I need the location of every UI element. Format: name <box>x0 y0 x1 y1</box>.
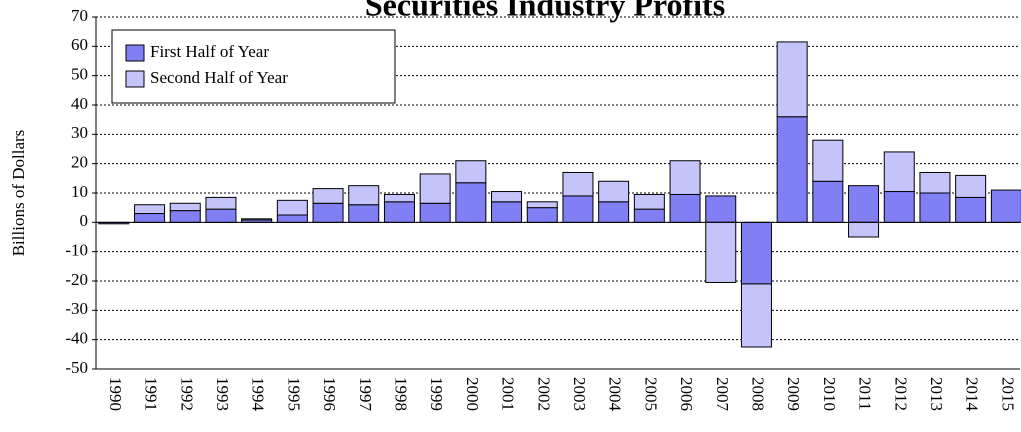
bar <box>955 196 987 223</box>
x-tick-label: 2010 <box>820 377 839 411</box>
x-tick-label: 2013 <box>927 377 946 411</box>
x-tick-label: 2000 <box>463 377 482 411</box>
x-tick-label: 2005 <box>641 377 660 411</box>
bar <box>740 283 772 348</box>
bar <box>455 160 487 184</box>
y-tick-label: -30 <box>65 299 88 318</box>
y-tick-label: -40 <box>65 329 88 348</box>
bar <box>705 195 737 223</box>
legend-swatch <box>125 70 145 88</box>
y-tick-label: -20 <box>65 270 88 289</box>
bar <box>526 207 558 223</box>
y-axis-label: Billions of Dollars <box>9 130 28 257</box>
x-tick-label: 2008 <box>749 377 768 411</box>
bar <box>455 182 487 223</box>
x-tick-label: 1994 <box>249 377 268 412</box>
bar <box>562 171 594 197</box>
bar <box>848 185 880 223</box>
y-tick-label: 30 <box>71 123 88 142</box>
bar <box>526 201 558 209</box>
bar <box>312 202 344 223</box>
y-tick-label: 10 <box>71 182 88 201</box>
x-tick-label: 1997 <box>356 377 375 412</box>
bar <box>491 201 523 223</box>
bar <box>419 202 451 223</box>
x-tick-label: 2015 <box>998 377 1017 411</box>
legend-box <box>111 29 396 104</box>
y-tick-label: -50 <box>65 358 88 377</box>
bar <box>241 218 273 221</box>
bar <box>276 199 308 216</box>
x-tick-label: 2001 <box>499 377 518 411</box>
bar <box>205 196 237 210</box>
bar <box>169 202 201 212</box>
bar <box>134 213 166 223</box>
bar <box>705 221 737 283</box>
x-tick-label: 1990 <box>106 377 125 411</box>
bar <box>955 174 987 198</box>
chart-title: Securities Industry Profits <box>365 0 725 22</box>
x-tick-label: 1999 <box>427 377 446 411</box>
legend-label: First Half of Year <box>150 42 269 61</box>
x-tick-label: 1993 <box>213 377 232 411</box>
bar <box>348 204 380 223</box>
bar <box>562 195 594 223</box>
bar <box>883 151 915 193</box>
bar <box>919 171 951 194</box>
x-tick-label: 2006 <box>677 377 696 411</box>
legend-label: Second Half of Year <box>150 68 288 87</box>
bar <box>740 221 772 285</box>
x-tick-label: 2012 <box>891 377 910 411</box>
bar <box>383 193 415 203</box>
bar <box>419 173 451 204</box>
y-tick-label: 0 <box>80 211 89 230</box>
bar <box>491 191 523 203</box>
x-tick-label: 1995 <box>284 377 303 411</box>
bar <box>383 201 415 223</box>
bar <box>812 139 844 182</box>
bar <box>883 191 915 223</box>
bar <box>276 214 308 223</box>
y-tick-label: 20 <box>71 153 88 172</box>
bar <box>169 210 201 223</box>
bar <box>848 221 880 238</box>
bar <box>776 116 808 223</box>
bar <box>312 188 344 204</box>
x-tick-label: 1998 <box>392 377 411 411</box>
bar <box>776 41 808 118</box>
x-tick-label: 2009 <box>784 377 803 411</box>
bar <box>598 201 630 223</box>
x-tick-label: 2004 <box>606 377 625 412</box>
y-tick-label: 60 <box>71 35 88 54</box>
x-tick-label: 2003 <box>570 377 589 411</box>
bar <box>205 208 237 223</box>
x-tick-label: 1996 <box>320 377 339 411</box>
x-tick-label: 2007 <box>713 377 732 412</box>
bar <box>633 193 665 210</box>
bar <box>990 189 1021 223</box>
y-tick-label: 50 <box>71 65 88 84</box>
bar <box>633 208 665 223</box>
bar <box>348 185 380 206</box>
x-tick-label: 1992 <box>177 377 196 411</box>
bar <box>598 180 630 203</box>
x-tick-label: 2011 <box>856 377 875 410</box>
bar <box>812 180 844 223</box>
y-tick-label: 40 <box>71 94 88 113</box>
y-tick-label: 70 <box>71 6 88 25</box>
x-tick-label: 2002 <box>534 377 553 411</box>
y-tick-label: -10 <box>65 241 88 260</box>
bar <box>669 193 701 223</box>
bar <box>134 204 166 215</box>
legend-swatch <box>125 44 145 62</box>
x-tick-label: 2014 <box>963 377 982 412</box>
bar <box>919 192 951 223</box>
x-tick-label: 1991 <box>142 377 161 411</box>
bar <box>669 160 701 195</box>
